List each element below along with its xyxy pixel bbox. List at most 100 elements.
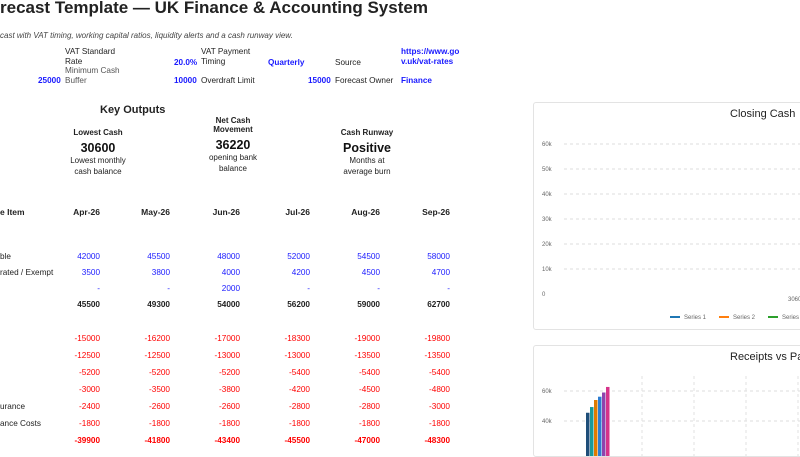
- table-cell[interactable]: 4500: [361, 268, 380, 277]
- table-cell[interactable]: -13000: [284, 351, 311, 360]
- overdraft-value[interactable]: 10000: [174, 76, 197, 85]
- kpi-cash-runway: Cash Runway Positive Months at average b…: [327, 128, 407, 177]
- table-cell[interactable]: 62700: [427, 300, 450, 309]
- closing-cash-plot: 60k 50k 40k 30k 20k 10k 0 30600 Series 1 Series 2…: [542, 142, 800, 321]
- table-cell[interactable]: -16200: [144, 334, 171, 343]
- y-tick-label: 30k: [542, 217, 553, 223]
- table-cell[interactable]: -19000: [354, 334, 381, 343]
- y-tick-label: 40k: [542, 419, 553, 425]
- table-cell[interactable]: -19800: [424, 334, 451, 343]
- vat-rate-value[interactable]: 20.0%: [174, 58, 198, 67]
- table-cell[interactable]: -3000: [79, 385, 100, 394]
- month-header: Jul-26: [285, 207, 310, 217]
- overdraft-label: Overdraft Limit: [201, 76, 255, 85]
- table-cell[interactable]: 45500: [147, 252, 170, 261]
- table-cell[interactable]: -3800: [219, 385, 240, 394]
- y-tick-label: 60k: [542, 142, 553, 148]
- table-cell[interactable]: 48000: [217, 252, 240, 261]
- table-cell[interactable]: -5200: [79, 368, 100, 377]
- table-cell[interactable]: -45500: [284, 436, 311, 445]
- table-cell[interactable]: -4200: [289, 385, 310, 394]
- table-cell[interactable]: -1800: [219, 419, 240, 428]
- vat-payment-value[interactable]: Quarterly: [268, 58, 305, 67]
- table-cell[interactable]: -1800: [289, 419, 310, 428]
- forecast-owner-number[interactable]: 15000: [308, 76, 331, 85]
- table-cell[interactable]: 49300: [147, 300, 170, 309]
- table-cell[interactable]: -17000: [214, 334, 241, 343]
- table-cell[interactable]: 54000: [217, 300, 240, 309]
- vat-payment-label: VAT Payment Timing: [201, 47, 251, 66]
- forecast-owner-label: Forecast Owner: [335, 76, 394, 85]
- table-cell[interactable]: -: [307, 284, 310, 293]
- table-cell[interactable]: -15000: [74, 334, 101, 343]
- table-cell[interactable]: -3000: [429, 402, 450, 411]
- y-tick-label: 50k: [542, 167, 553, 173]
- month-header: Apr-26: [73, 207, 100, 217]
- table-cell[interactable]: 59000: [357, 300, 380, 309]
- table-cell[interactable]: -1800: [149, 419, 170, 428]
- row-label: urance: [0, 402, 26, 411]
- kpi-lowest-cash: Lowest Cash 30600 Lowest monthly cash ba…: [58, 128, 138, 177]
- table-cell[interactable]: -5400: [429, 368, 450, 377]
- kpi-net-movement: Net Cash Movement 36220 opening bank bal…: [193, 116, 273, 174]
- table-cell[interactable]: -2600: [149, 402, 170, 411]
- table-cell[interactable]: 2000: [221, 284, 240, 293]
- table-cell[interactable]: 45500: [77, 300, 100, 309]
- source-link[interactable]: https://www.go v.uk/vat-rates: [401, 47, 460, 66]
- table-cell[interactable]: -2800: [359, 402, 380, 411]
- table-cell[interactable]: -18300: [284, 334, 311, 343]
- table-cell[interactable]: 3500: [81, 268, 100, 277]
- table-cell[interactable]: 54500: [357, 252, 380, 261]
- table-cell[interactable]: -43400: [214, 436, 241, 445]
- table-cell[interactable]: -: [167, 284, 170, 293]
- table-cell[interactable]: -: [447, 284, 450, 293]
- table-cell[interactable]: -5200: [149, 368, 170, 377]
- table-cell[interactable]: -12500: [144, 351, 171, 360]
- table-cell[interactable]: 56200: [287, 300, 310, 309]
- table-cell[interactable]: 4700: [431, 268, 450, 277]
- table-cell[interactable]: -5400: [289, 368, 310, 377]
- receipts-plot: 60k 40k: [542, 376, 800, 456]
- table-cell[interactable]: -: [97, 284, 100, 293]
- y-tick-label: 10k: [542, 267, 553, 273]
- x-tick-label: 30600: [788, 297, 800, 303]
- table-cell[interactable]: -13000: [214, 351, 241, 360]
- table-cell[interactable]: 3800: [151, 268, 170, 277]
- table-cell[interactable]: 42000: [77, 252, 100, 261]
- table-cell[interactable]: 4000: [221, 268, 240, 277]
- table-cell[interactable]: -3500: [149, 385, 170, 394]
- y-tick-label: 0: [542, 292, 546, 298]
- kpi-net-movement-value: 36220: [215, 138, 251, 152]
- table-cell[interactable]: 52000: [287, 252, 310, 261]
- table-cell[interactable]: -12500: [74, 351, 101, 360]
- table-cell[interactable]: -5400: [359, 368, 380, 377]
- table-cell[interactable]: -4500: [359, 385, 380, 394]
- month-header: Jun-26: [212, 207, 240, 217]
- table-cell[interactable]: -13500: [424, 351, 451, 360]
- table-cell[interactable]: -4800: [429, 385, 450, 394]
- table-cell[interactable]: -2400: [79, 402, 100, 411]
- table-cell[interactable]: 58000: [427, 252, 450, 261]
- table-cell[interactable]: -: [377, 284, 380, 293]
- bar: [594, 400, 598, 456]
- table-cell[interactable]: -47000: [354, 436, 381, 445]
- table-cell[interactable]: 4200: [291, 268, 310, 277]
- table-cell[interactable]: -1800: [429, 419, 450, 428]
- month-header: Sep-26: [422, 207, 450, 217]
- table-cell[interactable]: -41800: [144, 436, 171, 445]
- table-cell[interactable]: -48300: [424, 436, 451, 445]
- row-label: rated / Exempt: [0, 268, 54, 277]
- month-header: Aug-26: [351, 207, 380, 217]
- table-cell[interactable]: -2600: [219, 402, 240, 411]
- table-cell[interactable]: -1800: [79, 419, 100, 428]
- table-cell[interactable]: -1800: [359, 419, 380, 428]
- key-outputs-heading: Key Outputs: [100, 104, 166, 116]
- table-cell[interactable]: -13500: [354, 351, 381, 360]
- forecast-owner-value[interactable]: Finance: [401, 76, 432, 85]
- min-cash-label: Minimum Cash Buffer: [65, 66, 120, 85]
- table-cell[interactable]: -2800: [289, 402, 310, 411]
- table-item-header: e Item: [0, 207, 25, 217]
- min-cash-value[interactable]: 25000: [38, 76, 61, 85]
- table-cell[interactable]: -5200: [219, 368, 240, 377]
- table-cell[interactable]: -39900: [74, 436, 101, 445]
